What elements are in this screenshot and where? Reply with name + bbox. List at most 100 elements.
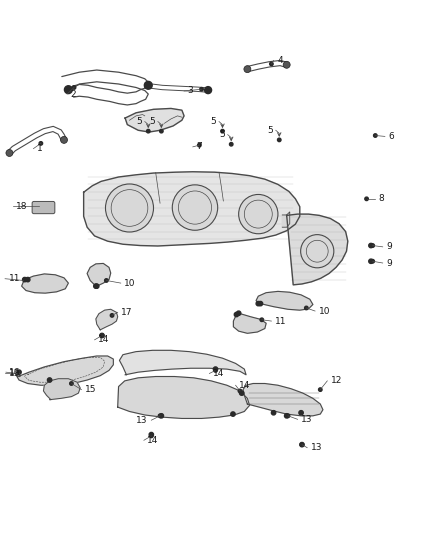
Polygon shape	[87, 263, 111, 286]
Polygon shape	[16, 356, 113, 385]
Circle shape	[39, 142, 42, 145]
Polygon shape	[125, 108, 184, 132]
Text: 13: 13	[136, 416, 148, 425]
Circle shape	[238, 389, 242, 393]
Circle shape	[300, 442, 304, 447]
Circle shape	[300, 235, 334, 268]
Circle shape	[146, 83, 150, 87]
Text: 14: 14	[98, 335, 110, 344]
Circle shape	[213, 367, 218, 372]
Text: 16: 16	[10, 368, 21, 377]
Circle shape	[147, 130, 150, 133]
Circle shape	[72, 86, 76, 89]
Circle shape	[369, 259, 373, 263]
Text: 12: 12	[331, 376, 342, 385]
Polygon shape	[283, 212, 290, 227]
Circle shape	[244, 66, 251, 72]
Circle shape	[70, 382, 73, 385]
Circle shape	[205, 87, 212, 94]
Circle shape	[240, 391, 244, 395]
Text: 5: 5	[149, 117, 155, 126]
Circle shape	[106, 184, 153, 232]
Circle shape	[66, 87, 71, 92]
Circle shape	[374, 134, 377, 138]
Circle shape	[256, 302, 261, 306]
Circle shape	[200, 87, 203, 91]
Polygon shape	[84, 172, 300, 246]
Circle shape	[260, 318, 264, 321]
Circle shape	[221, 130, 224, 133]
Polygon shape	[118, 376, 250, 418]
Circle shape	[237, 311, 241, 316]
Text: 5: 5	[136, 117, 142, 126]
Circle shape	[304, 306, 308, 310]
Text: 11: 11	[275, 317, 286, 326]
Text: 14: 14	[148, 436, 159, 445]
Polygon shape	[21, 274, 68, 293]
Text: 17: 17	[121, 308, 133, 317]
Circle shape	[17, 370, 21, 374]
Circle shape	[214, 369, 217, 372]
Text: 3: 3	[187, 86, 193, 95]
Text: 6: 6	[389, 132, 394, 141]
Circle shape	[230, 142, 233, 146]
Text: 18: 18	[16, 202, 28, 211]
Text: 1: 1	[37, 144, 42, 153]
Polygon shape	[120, 350, 246, 375]
Text: 5: 5	[219, 130, 225, 139]
Circle shape	[100, 334, 104, 337]
Circle shape	[239, 195, 278, 234]
Circle shape	[198, 143, 201, 147]
Circle shape	[283, 61, 290, 68]
Circle shape	[231, 412, 235, 416]
Polygon shape	[256, 292, 313, 310]
Text: 14: 14	[213, 369, 224, 378]
Circle shape	[278, 138, 281, 142]
Text: 5: 5	[211, 117, 216, 126]
Text: 13: 13	[311, 443, 322, 452]
Circle shape	[272, 410, 276, 415]
Circle shape	[369, 244, 373, 248]
Circle shape	[6, 149, 13, 157]
Polygon shape	[43, 379, 80, 400]
Text: 2: 2	[71, 90, 76, 99]
Circle shape	[105, 279, 108, 282]
Circle shape	[371, 260, 374, 263]
Text: 14: 14	[239, 381, 251, 390]
Circle shape	[100, 333, 104, 338]
Polygon shape	[96, 309, 118, 330]
Text: 5: 5	[267, 126, 273, 135]
Text: 9: 9	[386, 259, 392, 268]
Text: 7: 7	[196, 142, 202, 151]
Polygon shape	[243, 384, 323, 416]
Circle shape	[64, 86, 72, 94]
Circle shape	[159, 414, 163, 418]
Circle shape	[286, 414, 290, 417]
Circle shape	[234, 312, 239, 317]
Polygon shape	[287, 214, 348, 285]
Circle shape	[270, 62, 273, 66]
Text: 13: 13	[301, 415, 313, 424]
Circle shape	[300, 443, 304, 446]
Circle shape	[172, 185, 218, 230]
Text: 8: 8	[379, 195, 385, 203]
Circle shape	[149, 432, 153, 437]
Text: 4: 4	[277, 56, 283, 65]
Text: 15: 15	[85, 385, 96, 394]
Circle shape	[110, 313, 114, 317]
Polygon shape	[233, 313, 266, 333]
Circle shape	[60, 136, 67, 143]
Circle shape	[371, 244, 374, 247]
Text: 11: 11	[9, 274, 20, 283]
Text: 9: 9	[386, 243, 392, 252]
Circle shape	[150, 434, 153, 438]
Circle shape	[318, 388, 322, 391]
Circle shape	[299, 410, 303, 415]
Circle shape	[159, 130, 163, 133]
Text: 10: 10	[318, 306, 330, 316]
Circle shape	[25, 277, 30, 282]
Circle shape	[158, 414, 162, 417]
Circle shape	[47, 378, 52, 382]
Circle shape	[365, 197, 368, 200]
Circle shape	[258, 302, 263, 306]
